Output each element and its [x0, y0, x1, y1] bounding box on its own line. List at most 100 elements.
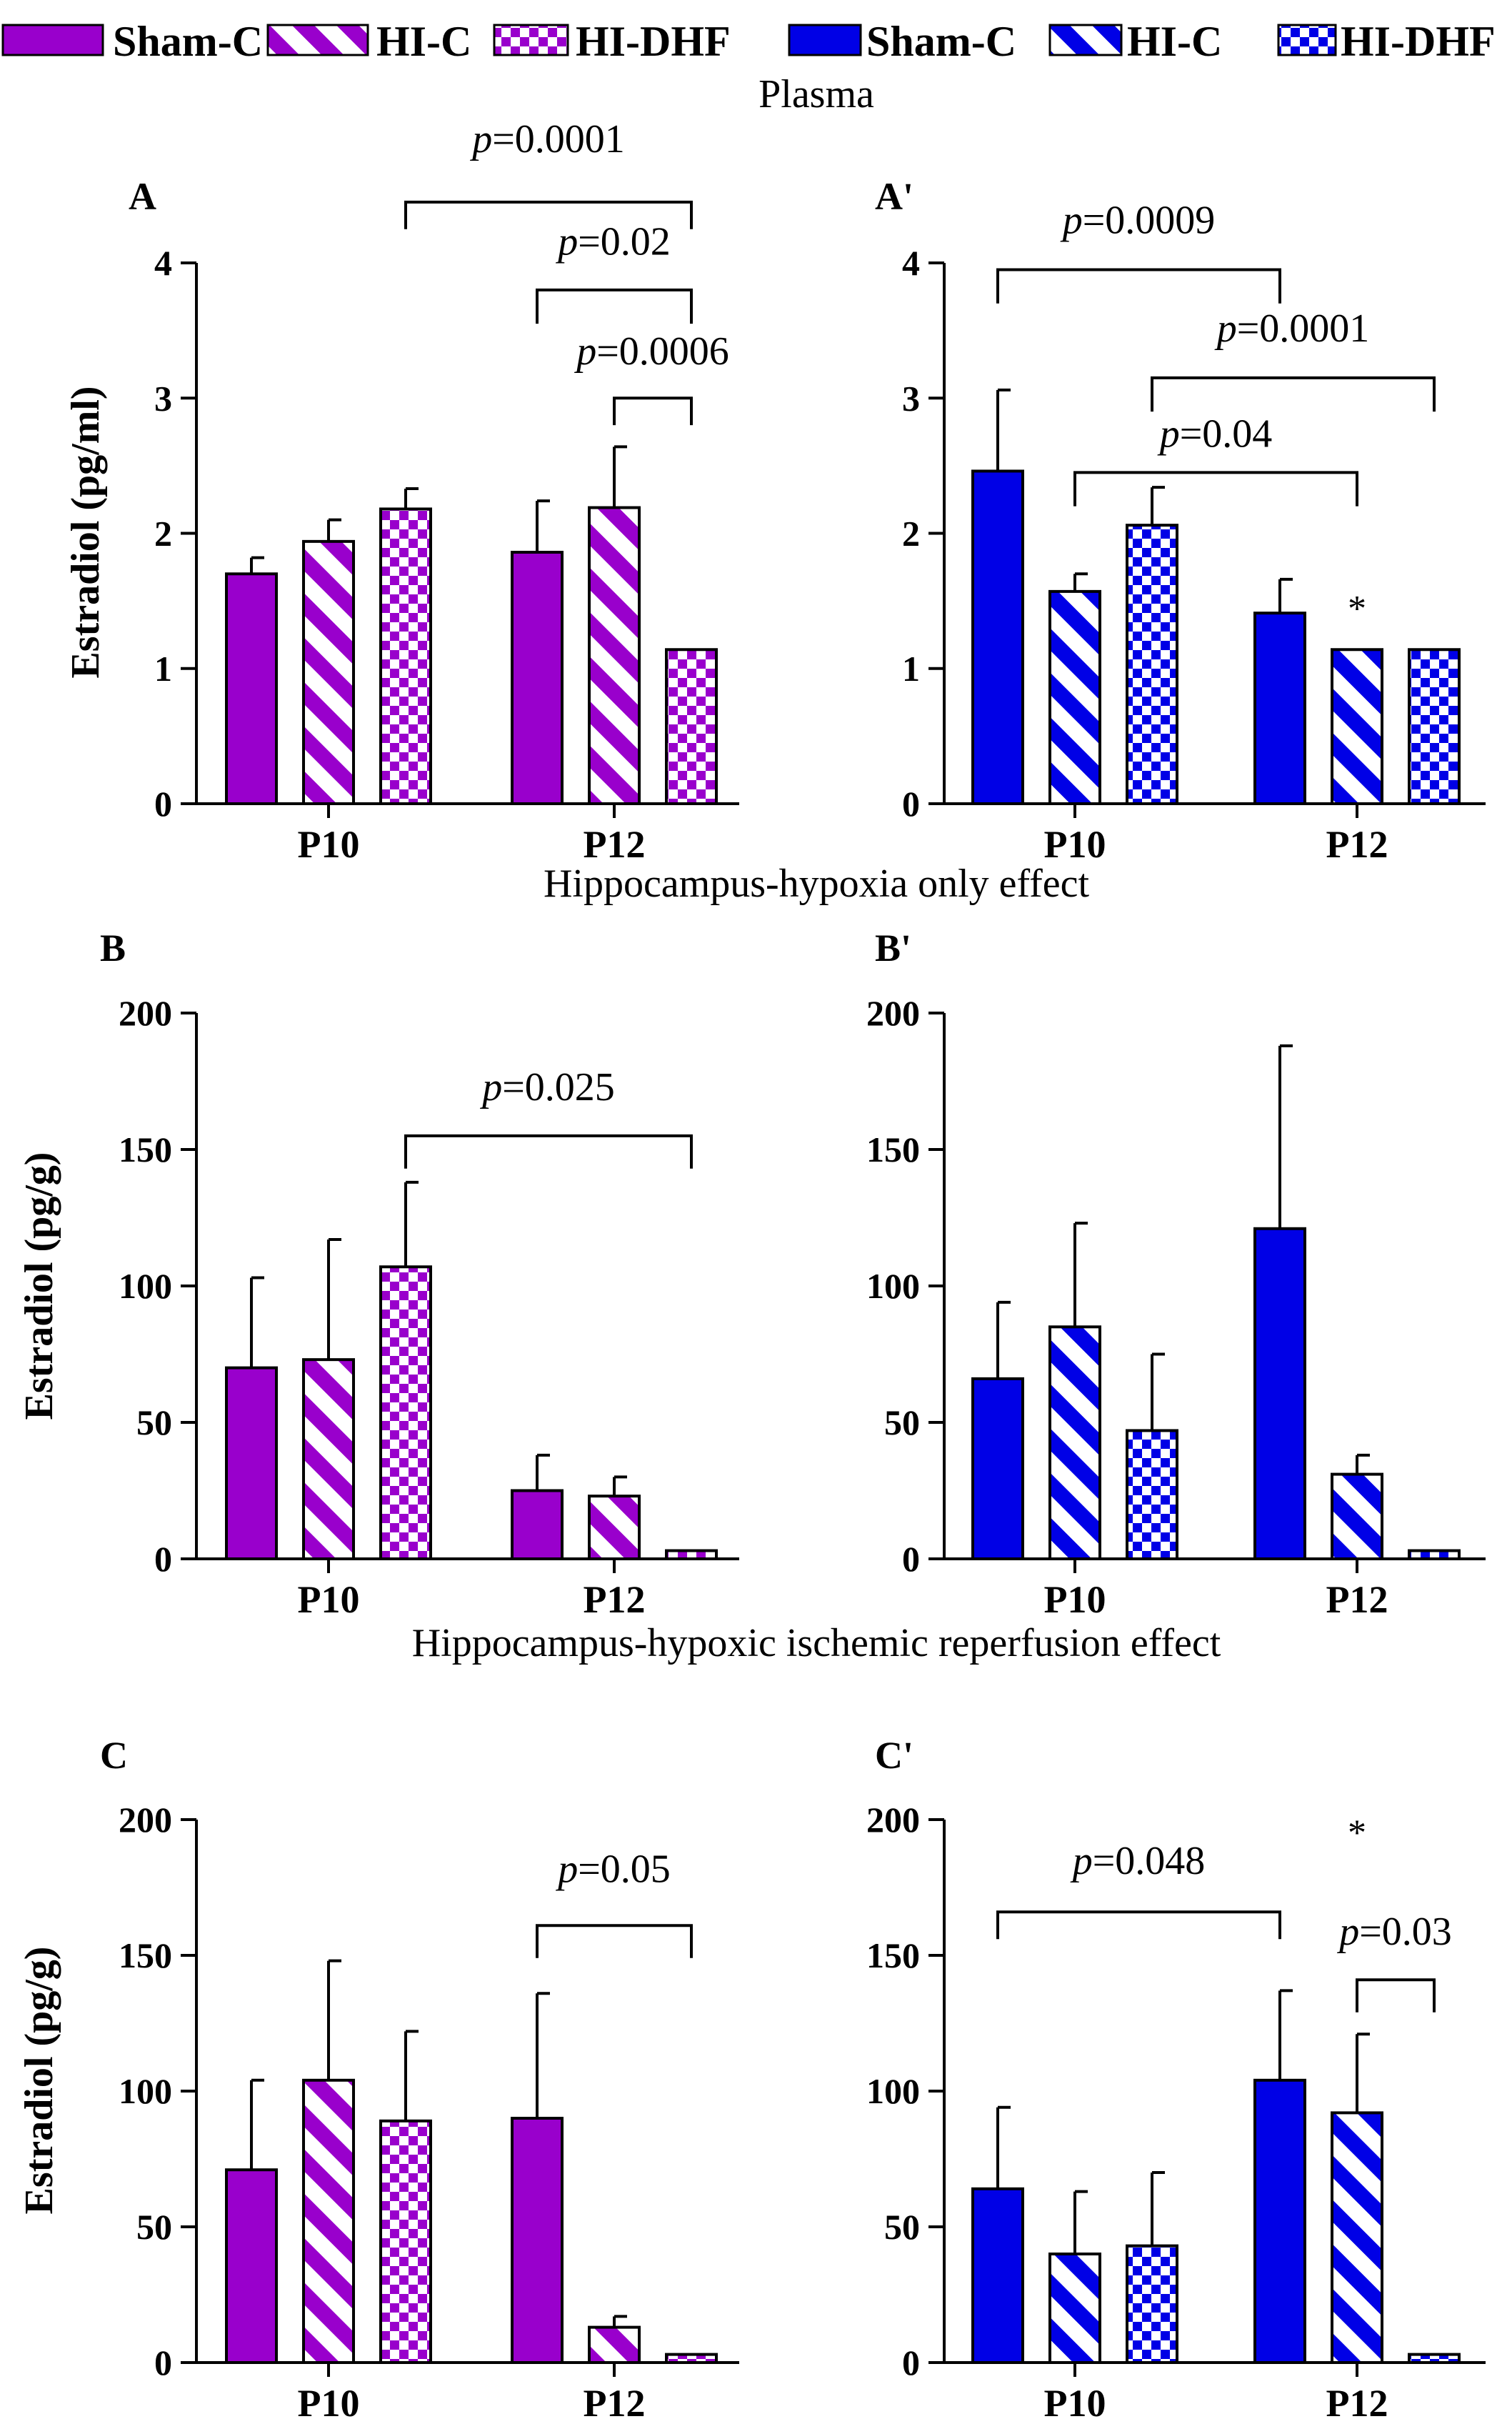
x-category-label: P10: [1044, 2382, 1106, 2425]
y-tick-label: 1: [154, 649, 172, 689]
y-tick-label: 150: [119, 1935, 172, 1975]
y-tick-label: 0: [154, 2343, 172, 2383]
significance-bracket: [536, 1924, 693, 1958]
p-value-label: p=0.0001: [469, 117, 625, 161]
legend-label: HI-C: [1127, 18, 1222, 65]
significance-bracket: [536, 288, 693, 324]
y-tick-label: 1: [902, 649, 920, 689]
y-tick-label: 3: [154, 378, 172, 418]
y-tick-label: 50: [884, 2207, 920, 2247]
bar: [1253, 612, 1306, 805]
chart-panel-a: A 0 1 2 3 4 P10 P12 p=0.0001 p=0.02 p=0.0006: [129, 117, 739, 866]
x-category-label: P10: [298, 1578, 360, 1621]
x-category-label: P10: [1044, 823, 1106, 866]
chart-panel-c: C 0 50 100 150 200 P10 P12 p=0.05: [100, 1734, 739, 2425]
bar: [1126, 524, 1178, 806]
section-title-plasma: Plasma: [758, 72, 874, 116]
y-tick-label: 0: [902, 2343, 920, 2383]
y-axis-title-reperfusion: Estradiol (pg/g): [17, 1947, 61, 2215]
significance-bracket: [1073, 471, 1358, 507]
x-category-label: P12: [1326, 2382, 1388, 2425]
x-category-label: P10: [298, 2382, 360, 2425]
y-tick-label: 4: [154, 243, 172, 283]
p-value-label: p=0.02: [555, 220, 671, 264]
bar: [665, 648, 718, 805]
y-axis-title-hypoxia: Estradiol (pg/g): [17, 1152, 61, 1420]
y-tick-label: 200: [866, 1800, 920, 1840]
legend: Sham-C HI-C HI-DHF Sham-C HI-C HI-DHF: [1, 18, 1496, 65]
bar: [1253, 2078, 1306, 2365]
bar: [511, 2117, 564, 2364]
bar: [1331, 2111, 1383, 2364]
legend-swatch: [266, 24, 369, 56]
bar: [225, 2168, 278, 2364]
significance-bracket: [404, 200, 693, 229]
significance-bracket: [1151, 376, 1436, 412]
bar: [511, 550, 564, 805]
bar: [588, 2325, 641, 2365]
significance-bracket: [996, 1910, 1281, 1940]
x-category-label: P10: [1044, 1578, 1106, 1621]
bar: [1048, 2253, 1101, 2364]
section-title-reperfusion: Hippocampus-hypoxic ischemic reperfusion…: [412, 1621, 1221, 1665]
y-tick-label: 150: [866, 1129, 920, 1169]
y-tick-label: 200: [119, 1800, 172, 1840]
panel-label: C: [100, 1734, 128, 1777]
y-tick-label: 0: [902, 784, 920, 824]
legend-label: HI-C: [376, 18, 471, 65]
bar: [1048, 589, 1101, 805]
significance-bracket: [613, 396, 693, 426]
bar: [971, 1377, 1024, 1560]
legend-label: Sham-C: [113, 18, 263, 65]
y-tick-label: 2: [154, 514, 172, 554]
legend-swatch: [1048, 24, 1123, 56]
section-title-hypoxia: Hippocampus-hypoxia only effect: [544, 862, 1090, 906]
x-category-label: P10: [298, 823, 360, 866]
p-value-label: p=0.04: [1157, 412, 1273, 456]
legend-item: Sham-C: [788, 18, 1016, 65]
bar: [379, 1265, 432, 1560]
y-tick-label: 50: [136, 1402, 172, 1442]
bar: [588, 506, 641, 805]
significance-bracket: [996, 268, 1281, 304]
bar: [1048, 1325, 1101, 1561]
legend-swatch: [493, 24, 569, 56]
legend-item: HI-DHF: [1277, 18, 1496, 65]
y-tick-label: 100: [119, 1266, 172, 1306]
significance-star: *: [1348, 1813, 1366, 1854]
bar: [1331, 648, 1383, 805]
bar: [302, 539, 355, 805]
bar: [225, 1366, 278, 1560]
x-category-label: P12: [584, 1578, 646, 1621]
panel-label: C': [875, 1734, 913, 1777]
bar: [588, 1495, 641, 1560]
y-tick-label: 0: [154, 784, 172, 824]
p-value-label: p=0.025: [479, 1065, 615, 1109]
y-axis-title-plasma: Estradiol (pg/ml): [64, 386, 108, 678]
panel-label: B: [100, 927, 126, 969]
bar: [1126, 1429, 1178, 1560]
legend-label: HI-DHF: [576, 18, 731, 65]
legend-label: Sham-C: [866, 18, 1016, 65]
chart-panel-b-prime: B' 0 50 100 150 200 P10 P12: [866, 927, 1486, 1621]
bar: [1331, 1472, 1383, 1561]
y-tick-label: 0: [154, 1539, 172, 1579]
bar: [302, 2078, 355, 2365]
y-tick-label: 100: [866, 1266, 920, 1306]
legend-label: HI-DHF: [1341, 18, 1496, 65]
p-value-label: p=0.0009: [1060, 198, 1216, 242]
x-category-label: P12: [584, 2382, 646, 2425]
p-value-label: p=0.03: [1336, 1910, 1452, 1954]
y-tick-label: 100: [866, 2071, 920, 2111]
y-tick-label: 4: [902, 243, 920, 283]
bar: [302, 1358, 355, 1560]
p-value-label: p=0.0001: [1214, 306, 1370, 351]
significance-bracket: [404, 1134, 693, 1169]
bar: [971, 469, 1024, 805]
y-tick-label: 0: [902, 1539, 920, 1579]
x-category-label: P12: [584, 823, 646, 866]
y-tick-label: 150: [866, 1935, 920, 1975]
bar: [971, 2187, 1024, 2365]
y-tick-label: 200: [866, 993, 920, 1033]
